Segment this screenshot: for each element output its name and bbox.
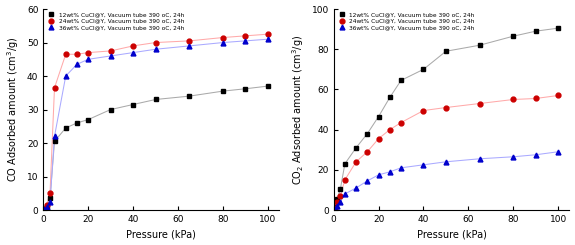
36wt% CuCl@Y, Vacuum tube 390 oC, 24h — [220, 41, 227, 44]
12wt% CuCl@Y, Vacuum tube 390 oC, 24h — [107, 108, 114, 111]
24wt% CuCl@Y, Vacuum tube 390 oC, 24h — [43, 204, 50, 207]
36wt% CuCl@Y, Vacuum tube 390 oC, 24h — [152, 48, 159, 51]
36wt% CuCl@Y, Vacuum tube 390 oC, 24h — [85, 58, 91, 61]
24wt% CuCl@Y, Vacuum tube 390 oC, 24h — [397, 121, 404, 124]
Y-axis label: CO Adsorbed amount (cm$^3$/g): CO Adsorbed amount (cm$^3$/g) — [6, 37, 21, 182]
24wt% CuCl@Y, Vacuum tube 390 oC, 24h — [85, 51, 91, 54]
12wt% CuCl@Y, Vacuum tube 390 oC, 24h — [510, 35, 517, 38]
Line: 36wt% CuCl@Y, Vacuum tube 390 oC, 24h: 36wt% CuCl@Y, Vacuum tube 390 oC, 24h — [42, 37, 270, 211]
36wt% CuCl@Y, Vacuum tube 390 oC, 24h — [510, 155, 517, 158]
36wt% CuCl@Y, Vacuum tube 390 oC, 24h — [555, 150, 562, 153]
12wt% CuCl@Y, Vacuum tube 390 oC, 24h — [43, 205, 50, 208]
36wt% CuCl@Y, Vacuum tube 390 oC, 24h — [43, 206, 50, 209]
12wt% CuCl@Y, Vacuum tube 390 oC, 24h — [420, 68, 427, 71]
12wt% CuCl@Y, Vacuum tube 390 oC, 24h — [186, 95, 193, 98]
12wt% CuCl@Y, Vacuum tube 390 oC, 24h — [476, 44, 483, 47]
36wt% CuCl@Y, Vacuum tube 390 oC, 24h — [476, 157, 483, 160]
Line: 12wt% CuCl@Y, Vacuum tube 390 oC, 24h: 12wt% CuCl@Y, Vacuum tube 390 oC, 24h — [332, 26, 561, 209]
36wt% CuCl@Y, Vacuum tube 390 oC, 24h — [186, 44, 193, 47]
36wt% CuCl@Y, Vacuum tube 390 oC, 24h — [41, 208, 48, 210]
12wt% CuCl@Y, Vacuum tube 390 oC, 24h — [41, 208, 48, 210]
12wt% CuCl@Y, Vacuum tube 390 oC, 24h — [342, 162, 348, 165]
24wt% CuCl@Y, Vacuum tube 390 oC, 24h — [532, 97, 539, 100]
24wt% CuCl@Y, Vacuum tube 390 oC, 24h — [51, 86, 58, 89]
Y-axis label: CO$_2$ Adsorbed amount (cm$^3$/g): CO$_2$ Adsorbed amount (cm$^3$/g) — [290, 34, 306, 185]
Legend: 12wt% CuCl@Y, Vacuum tube 390 oC, 24h, 24wt% CuCl@Y, Vacuum tube 390 oC, 24h, 36: 12wt% CuCl@Y, Vacuum tube 390 oC, 24h, 2… — [45, 11, 186, 31]
12wt% CuCl@Y, Vacuum tube 390 oC, 24h — [220, 90, 227, 93]
12wt% CuCl@Y, Vacuum tube 390 oC, 24h — [74, 122, 81, 124]
24wt% CuCl@Y, Vacuum tube 390 oC, 24h — [352, 160, 359, 163]
12wt% CuCl@Y, Vacuum tube 390 oC, 24h — [386, 96, 393, 99]
24wt% CuCl@Y, Vacuum tube 390 oC, 24h — [476, 102, 483, 105]
12wt% CuCl@Y, Vacuum tube 390 oC, 24h — [129, 103, 136, 106]
36wt% CuCl@Y, Vacuum tube 390 oC, 24h — [352, 186, 359, 189]
36wt% CuCl@Y, Vacuum tube 390 oC, 24h — [334, 205, 340, 208]
24wt% CuCl@Y, Vacuum tube 390 oC, 24h — [337, 195, 344, 197]
X-axis label: Pressure (kPa): Pressure (kPa) — [417, 230, 486, 239]
12wt% CuCl@Y, Vacuum tube 390 oC, 24h — [152, 98, 159, 101]
36wt% CuCl@Y, Vacuum tube 390 oC, 24h — [62, 74, 69, 77]
36wt% CuCl@Y, Vacuum tube 390 oC, 24h — [386, 170, 393, 173]
12wt% CuCl@Y, Vacuum tube 390 oC, 24h — [555, 27, 562, 30]
36wt% CuCl@Y, Vacuum tube 390 oC, 24h — [129, 51, 136, 54]
12wt% CuCl@Y, Vacuum tube 390 oC, 24h — [337, 187, 344, 190]
36wt% CuCl@Y, Vacuum tube 390 oC, 24h — [337, 200, 344, 203]
24wt% CuCl@Y, Vacuum tube 390 oC, 24h — [510, 98, 517, 101]
12wt% CuCl@Y, Vacuum tube 390 oC, 24h — [62, 126, 69, 129]
Legend: 12wt% CuCl@Y, Vacuum tube 390 oC, 24h, 24wt% CuCl@Y, Vacuum tube 390 oC, 24h, 36: 12wt% CuCl@Y, Vacuum tube 390 oC, 24h, 2… — [335, 11, 476, 31]
24wt% CuCl@Y, Vacuum tube 390 oC, 24h — [41, 208, 48, 210]
36wt% CuCl@Y, Vacuum tube 390 oC, 24h — [331, 208, 338, 210]
24wt% CuCl@Y, Vacuum tube 390 oC, 24h — [264, 33, 271, 36]
36wt% CuCl@Y, Vacuum tube 390 oC, 24h — [47, 200, 53, 203]
36wt% CuCl@Y, Vacuum tube 390 oC, 24h — [397, 166, 404, 169]
24wt% CuCl@Y, Vacuum tube 390 oC, 24h — [62, 53, 69, 56]
X-axis label: Pressure (kPa): Pressure (kPa) — [126, 230, 196, 239]
24wt% CuCl@Y, Vacuum tube 390 oC, 24h — [152, 41, 159, 44]
36wt% CuCl@Y, Vacuum tube 390 oC, 24h — [375, 173, 382, 176]
Line: 36wt% CuCl@Y, Vacuum tube 390 oC, 24h: 36wt% CuCl@Y, Vacuum tube 390 oC, 24h — [332, 149, 561, 211]
12wt% CuCl@Y, Vacuum tube 390 oC, 24h — [334, 197, 340, 200]
24wt% CuCl@Y, Vacuum tube 390 oC, 24h — [107, 49, 114, 52]
24wt% CuCl@Y, Vacuum tube 390 oC, 24h — [555, 94, 562, 97]
Line: 24wt% CuCl@Y, Vacuum tube 390 oC, 24h: 24wt% CuCl@Y, Vacuum tube 390 oC, 24h — [332, 93, 561, 210]
12wt% CuCl@Y, Vacuum tube 390 oC, 24h — [47, 197, 53, 200]
24wt% CuCl@Y, Vacuum tube 390 oC, 24h — [47, 192, 53, 195]
12wt% CuCl@Y, Vacuum tube 390 oC, 24h — [85, 118, 91, 121]
24wt% CuCl@Y, Vacuum tube 390 oC, 24h — [334, 200, 340, 203]
24wt% CuCl@Y, Vacuum tube 390 oC, 24h — [331, 207, 338, 209]
Line: 12wt% CuCl@Y, Vacuum tube 390 oC, 24h: 12wt% CuCl@Y, Vacuum tube 390 oC, 24h — [42, 84, 270, 211]
36wt% CuCl@Y, Vacuum tube 390 oC, 24h — [342, 193, 348, 196]
12wt% CuCl@Y, Vacuum tube 390 oC, 24h — [331, 206, 338, 208]
36wt% CuCl@Y, Vacuum tube 390 oC, 24h — [532, 153, 539, 156]
12wt% CuCl@Y, Vacuum tube 390 oC, 24h — [352, 146, 359, 149]
24wt% CuCl@Y, Vacuum tube 390 oC, 24h — [242, 34, 249, 37]
36wt% CuCl@Y, Vacuum tube 390 oC, 24h — [107, 54, 114, 57]
12wt% CuCl@Y, Vacuum tube 390 oC, 24h — [397, 79, 404, 82]
24wt% CuCl@Y, Vacuum tube 390 oC, 24h — [220, 36, 227, 39]
12wt% CuCl@Y, Vacuum tube 390 oC, 24h — [375, 115, 382, 118]
Line: 24wt% CuCl@Y, Vacuum tube 390 oC, 24h: 24wt% CuCl@Y, Vacuum tube 390 oC, 24h — [42, 32, 270, 211]
12wt% CuCl@Y, Vacuum tube 390 oC, 24h — [264, 85, 271, 87]
12wt% CuCl@Y, Vacuum tube 390 oC, 24h — [364, 132, 371, 135]
24wt% CuCl@Y, Vacuum tube 390 oC, 24h — [342, 178, 348, 181]
24wt% CuCl@Y, Vacuum tube 390 oC, 24h — [74, 53, 81, 56]
36wt% CuCl@Y, Vacuum tube 390 oC, 24h — [420, 163, 427, 166]
36wt% CuCl@Y, Vacuum tube 390 oC, 24h — [51, 135, 58, 138]
24wt% CuCl@Y, Vacuum tube 390 oC, 24h — [420, 109, 427, 112]
12wt% CuCl@Y, Vacuum tube 390 oC, 24h — [532, 30, 539, 33]
36wt% CuCl@Y, Vacuum tube 390 oC, 24h — [74, 63, 81, 66]
24wt% CuCl@Y, Vacuum tube 390 oC, 24h — [129, 44, 136, 47]
36wt% CuCl@Y, Vacuum tube 390 oC, 24h — [264, 38, 271, 41]
24wt% CuCl@Y, Vacuum tube 390 oC, 24h — [386, 128, 393, 131]
12wt% CuCl@Y, Vacuum tube 390 oC, 24h — [443, 50, 450, 53]
24wt% CuCl@Y, Vacuum tube 390 oC, 24h — [375, 137, 382, 140]
12wt% CuCl@Y, Vacuum tube 390 oC, 24h — [242, 87, 249, 90]
24wt% CuCl@Y, Vacuum tube 390 oC, 24h — [443, 106, 450, 109]
24wt% CuCl@Y, Vacuum tube 390 oC, 24h — [364, 150, 371, 153]
36wt% CuCl@Y, Vacuum tube 390 oC, 24h — [443, 160, 450, 163]
36wt% CuCl@Y, Vacuum tube 390 oC, 24h — [242, 39, 249, 42]
24wt% CuCl@Y, Vacuum tube 390 oC, 24h — [186, 39, 193, 42]
12wt% CuCl@Y, Vacuum tube 390 oC, 24h — [51, 140, 58, 143]
36wt% CuCl@Y, Vacuum tube 390 oC, 24h — [364, 179, 371, 182]
